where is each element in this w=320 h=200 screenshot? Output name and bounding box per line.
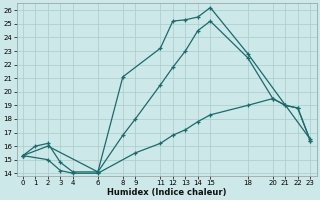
X-axis label: Humidex (Indice chaleur): Humidex (Indice chaleur) [107, 188, 226, 197]
